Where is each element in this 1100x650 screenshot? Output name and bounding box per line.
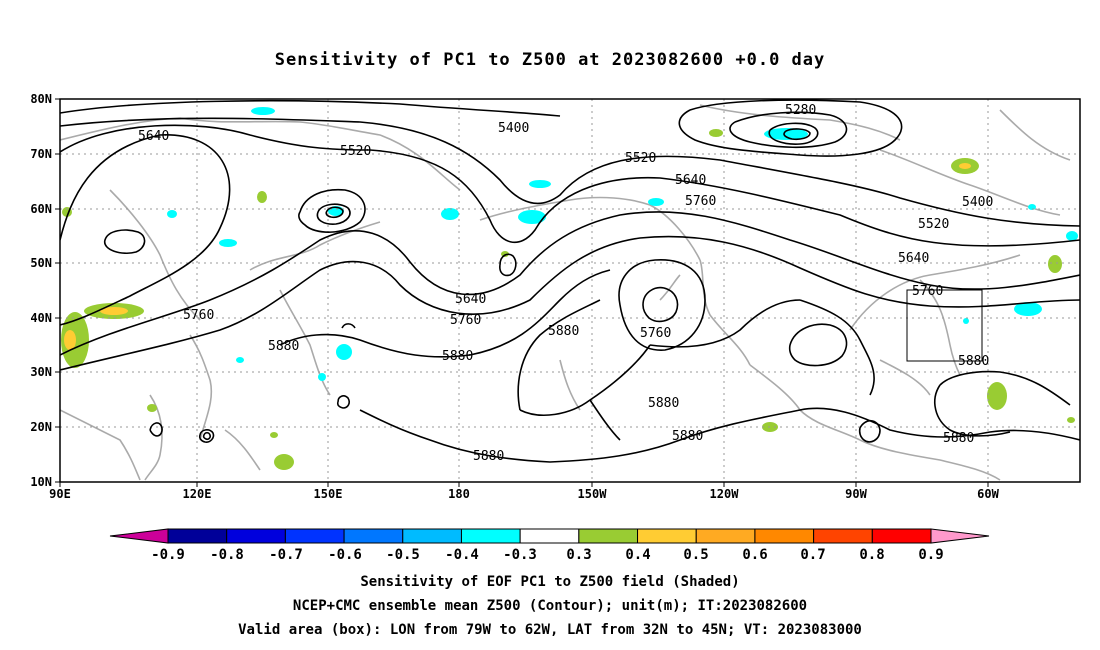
lon-tick-label: 180 xyxy=(448,487,470,501)
contour-label: 5400 xyxy=(962,195,993,210)
contour-label: 5880 xyxy=(548,324,579,339)
contour-labels: 5280 5400 5400 5520 5520 5520 5640 5640 … xyxy=(138,103,993,464)
colorbar-cell xyxy=(871,528,932,544)
contour-label: 5400 xyxy=(498,121,529,136)
contour-label: 5760 xyxy=(912,284,943,299)
colorbar: -0.9 -0.8 -0.7 -0.6 -0.5 -0.4 -0.3 0.3 0… xyxy=(109,528,990,563)
colorbar-label: 0.5 xyxy=(683,547,708,563)
lon-tick-label: 120W xyxy=(710,487,740,501)
colorbar-label: 0.7 xyxy=(800,547,825,563)
colorbar-label: -0.8 xyxy=(210,547,244,563)
contour-label: 5640 xyxy=(455,292,486,307)
colorbar-cell xyxy=(167,528,228,544)
colorbar-label: 0.3 xyxy=(566,547,591,563)
footer-contour-description: NCEP+CMC ensemble mean Z500 (Contour); u… xyxy=(292,598,808,614)
footer-valid-area: Valid area (box): LON from 79W to 62W, L… xyxy=(238,622,862,638)
colorbar-cell xyxy=(519,528,580,544)
lat-tick-label: 40N xyxy=(30,311,52,325)
colorbar-label: -0.9 xyxy=(151,547,185,563)
lon-tick-label: 90W xyxy=(845,487,867,501)
contour-label: 5640 xyxy=(675,173,706,188)
lat-tick-label: 30N xyxy=(30,365,52,379)
lon-tick-label: 120E xyxy=(183,487,212,501)
contour-label: 5520 xyxy=(625,151,656,166)
contour-label: 5760 xyxy=(640,326,671,341)
lat-tick-label: 20N xyxy=(30,420,52,434)
colorbar-cells xyxy=(167,528,932,544)
contour-label: 5760 xyxy=(183,308,214,323)
colorbar-label: -0.4 xyxy=(445,547,479,563)
contour-label: 5760 xyxy=(450,313,481,328)
contour-label: 5880 xyxy=(473,449,504,464)
colorbar-label: 0.9 xyxy=(918,547,943,563)
colorbar-high-end-triangle xyxy=(930,528,990,544)
contour-label: 5880 xyxy=(442,349,473,364)
valid-area-box xyxy=(906,289,983,362)
colorbar-cell xyxy=(284,528,345,544)
contour-label: 5880 xyxy=(648,396,679,411)
colorbar-label: -0.3 xyxy=(503,547,537,563)
contour-label: 5880 xyxy=(268,339,299,354)
contour-label: 5520 xyxy=(918,217,949,232)
colorbar-cell xyxy=(754,528,815,544)
footer-shading-description: Sensitivity of EOF PC1 to Z500 field (Sh… xyxy=(360,574,740,590)
colorbar-cell xyxy=(226,528,286,544)
colorbar-cell xyxy=(578,528,639,544)
contour-label: 5520 xyxy=(340,144,371,159)
colorbar-label: 0.4 xyxy=(625,547,650,563)
colorbar-label: -0.5 xyxy=(386,547,420,563)
lat-tick-label: 70N xyxy=(30,147,52,161)
colorbar-cell xyxy=(813,528,873,544)
lat-tick-label: 60N xyxy=(30,202,52,216)
colorbar-label: 0.6 xyxy=(742,547,767,563)
grid-lines xyxy=(60,99,1080,482)
lat-tick-label: 80N xyxy=(30,92,52,106)
lon-tick-label: 150E xyxy=(314,487,343,501)
contour-label: 5280 xyxy=(785,103,816,118)
latitude-labels: 80N 70N 60N 50N 40N 30N 20N 10N xyxy=(30,92,52,489)
lon-tick-label: 90E xyxy=(49,487,71,501)
tick-marks xyxy=(55,98,989,487)
colorbar-cell xyxy=(695,528,756,544)
colorbar-low-end-triangle xyxy=(109,528,169,544)
contour-label: 5880 xyxy=(672,429,703,444)
contour-label: 5640 xyxy=(898,251,929,266)
colorbar-cell xyxy=(460,528,521,544)
colorbar-label: -0.7 xyxy=(269,547,303,563)
lon-tick-label: 150W xyxy=(578,487,608,501)
lon-tick-label: 60W xyxy=(977,487,999,501)
longitude-labels: 90E 120E 150E 180 150W 120W 90W 60W xyxy=(49,487,999,501)
colorbar-cell xyxy=(637,528,697,544)
contour-label: 5760 xyxy=(685,194,716,209)
sensitivity-shading xyxy=(61,107,1078,470)
lat-tick-label: 10N xyxy=(30,475,52,489)
colorbar-cell xyxy=(402,528,462,544)
plot-frame xyxy=(59,98,1081,483)
colorbar-label: -0.6 xyxy=(328,547,362,563)
contour-label: 5640 xyxy=(138,129,169,144)
contour-label: 5880 xyxy=(943,431,974,446)
lat-tick-label: 50N xyxy=(30,256,52,270)
map-title: Sensitivity of PC1 to Z500 at 2023082600… xyxy=(274,50,826,70)
colorbar-cell xyxy=(343,528,404,544)
z500-contours xyxy=(60,99,1080,463)
colorbar-label: 0.8 xyxy=(859,547,884,563)
